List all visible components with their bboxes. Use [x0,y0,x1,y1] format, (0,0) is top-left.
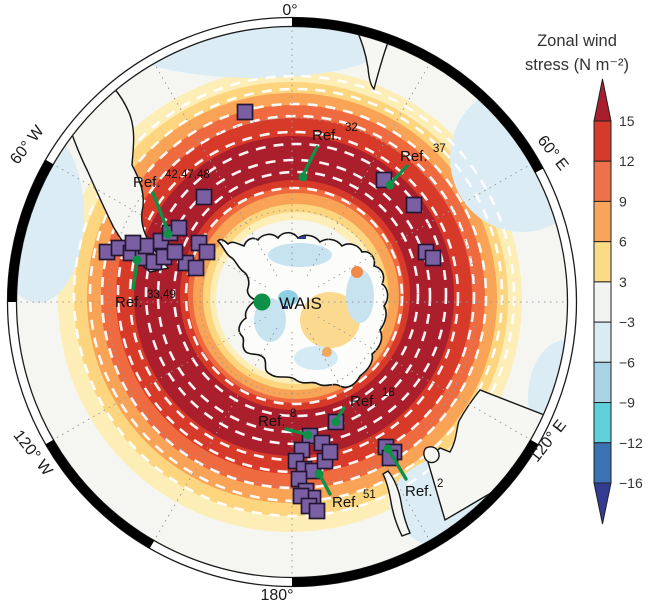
site-marker [170,219,188,237]
ref-annotation-42-47-48: Ref. 42,47,48 [133,169,210,239]
site-marker [321,443,339,461]
colorbar-scale: 15 12 9 6 3 −3 −6 −9 −12 −16 [593,78,643,525]
ref-annotation-18: Ref. 18 [331,387,395,427]
ref-annotation-37: Ref. 37 [385,143,446,190]
new-zealand [382,470,411,537]
colorbar-tick-label: −12 [619,435,643,451]
colorbar-tick-label: −9 [619,395,635,411]
colorbar-tick-label: 9 [619,193,627,209]
ref-label: Ref. [405,483,433,500]
colorbar-segment [593,442,612,484]
colorbar-segment [593,361,612,404]
colorbar-tick-label: 3 [619,274,627,290]
site-marker [308,502,326,520]
wais-label: WAIS [279,294,322,313]
colorbar-tick-label: −6 [619,354,635,370]
ref-annotation-2: Ref. 2 [383,444,443,500]
ref-label: Ref. [115,294,143,311]
site-marker [424,249,442,267]
colorbar-tick-label: 6 [619,234,627,250]
colorbar-title-line2: stress (N m⁻²) [525,56,629,74]
colorbar-segment [593,321,612,363]
ref-label: Ref. [332,494,360,511]
ref-annotation-51: Ref. 51 [314,469,376,511]
label-120W: 120° W [10,427,56,480]
ref-number: 42,47,48 [165,169,210,181]
ref-number: 37 [433,143,446,155]
ref-number: 51 [363,489,376,501]
colorbar-tick-label: −16 [619,475,643,491]
ref-label: Ref. [258,413,286,430]
colorbar-arrow-down [593,482,612,525]
site-marker [195,188,213,206]
ref-number: 8 [290,408,296,420]
ref-annotation-33-49: Ref. 33,49 [115,255,176,311]
site-marker [166,243,184,261]
site-marker [405,196,423,214]
colorbar-title-line1: Zonal wind [537,32,617,50]
colorbar-segment [593,200,612,243]
site-marker [187,259,205,277]
ref-number: 18 [382,387,395,399]
colorbar-segment [593,120,612,162]
tasmania [423,446,440,464]
map-frame [6,16,578,588]
graticule [17,27,567,577]
ref-label: Ref. [133,174,161,191]
label-0deg: 0° [282,2,297,19]
ref-annotation-8: Ref. 8 [258,408,313,440]
wais-marker: WAIS [253,293,322,313]
ref-label: Ref. [312,127,340,144]
antarctica-surface-patches [254,236,374,370]
label-60W: 60° W [7,122,48,168]
ref-number: 33,49 [147,289,176,301]
ref-annotation-32: Ref. 32 [298,122,358,182]
site-marker [124,234,142,252]
ref-number: 32 [345,122,358,134]
colorbar-arrow-up [593,78,612,122]
ref-label: Ref. [350,393,378,410]
colorbar: Zonal wind stress (N m⁻²) 15 12 9 6 3 −3 −6 −9 −… [525,32,643,525]
site-marker [236,103,254,121]
colorbar-segment [593,160,612,202]
colorbar-segment [593,241,612,283]
ref-number: 2 [437,478,443,490]
annotations: WAIS Ref. 32 Ref. 37 Ref. 42,47,48 Ref. … [115,122,446,511]
colorbar-segment [593,402,612,444]
ref-label: Ref. [400,148,428,165]
colorbar-tick-label: 15 [619,113,635,129]
colorbar-segment [593,281,612,323]
site-marker [198,243,216,261]
label-180deg: 180° [260,587,293,604]
colorbar-tick-label: 12 [619,153,635,169]
colorbar-tick-label: −3 [619,314,635,330]
